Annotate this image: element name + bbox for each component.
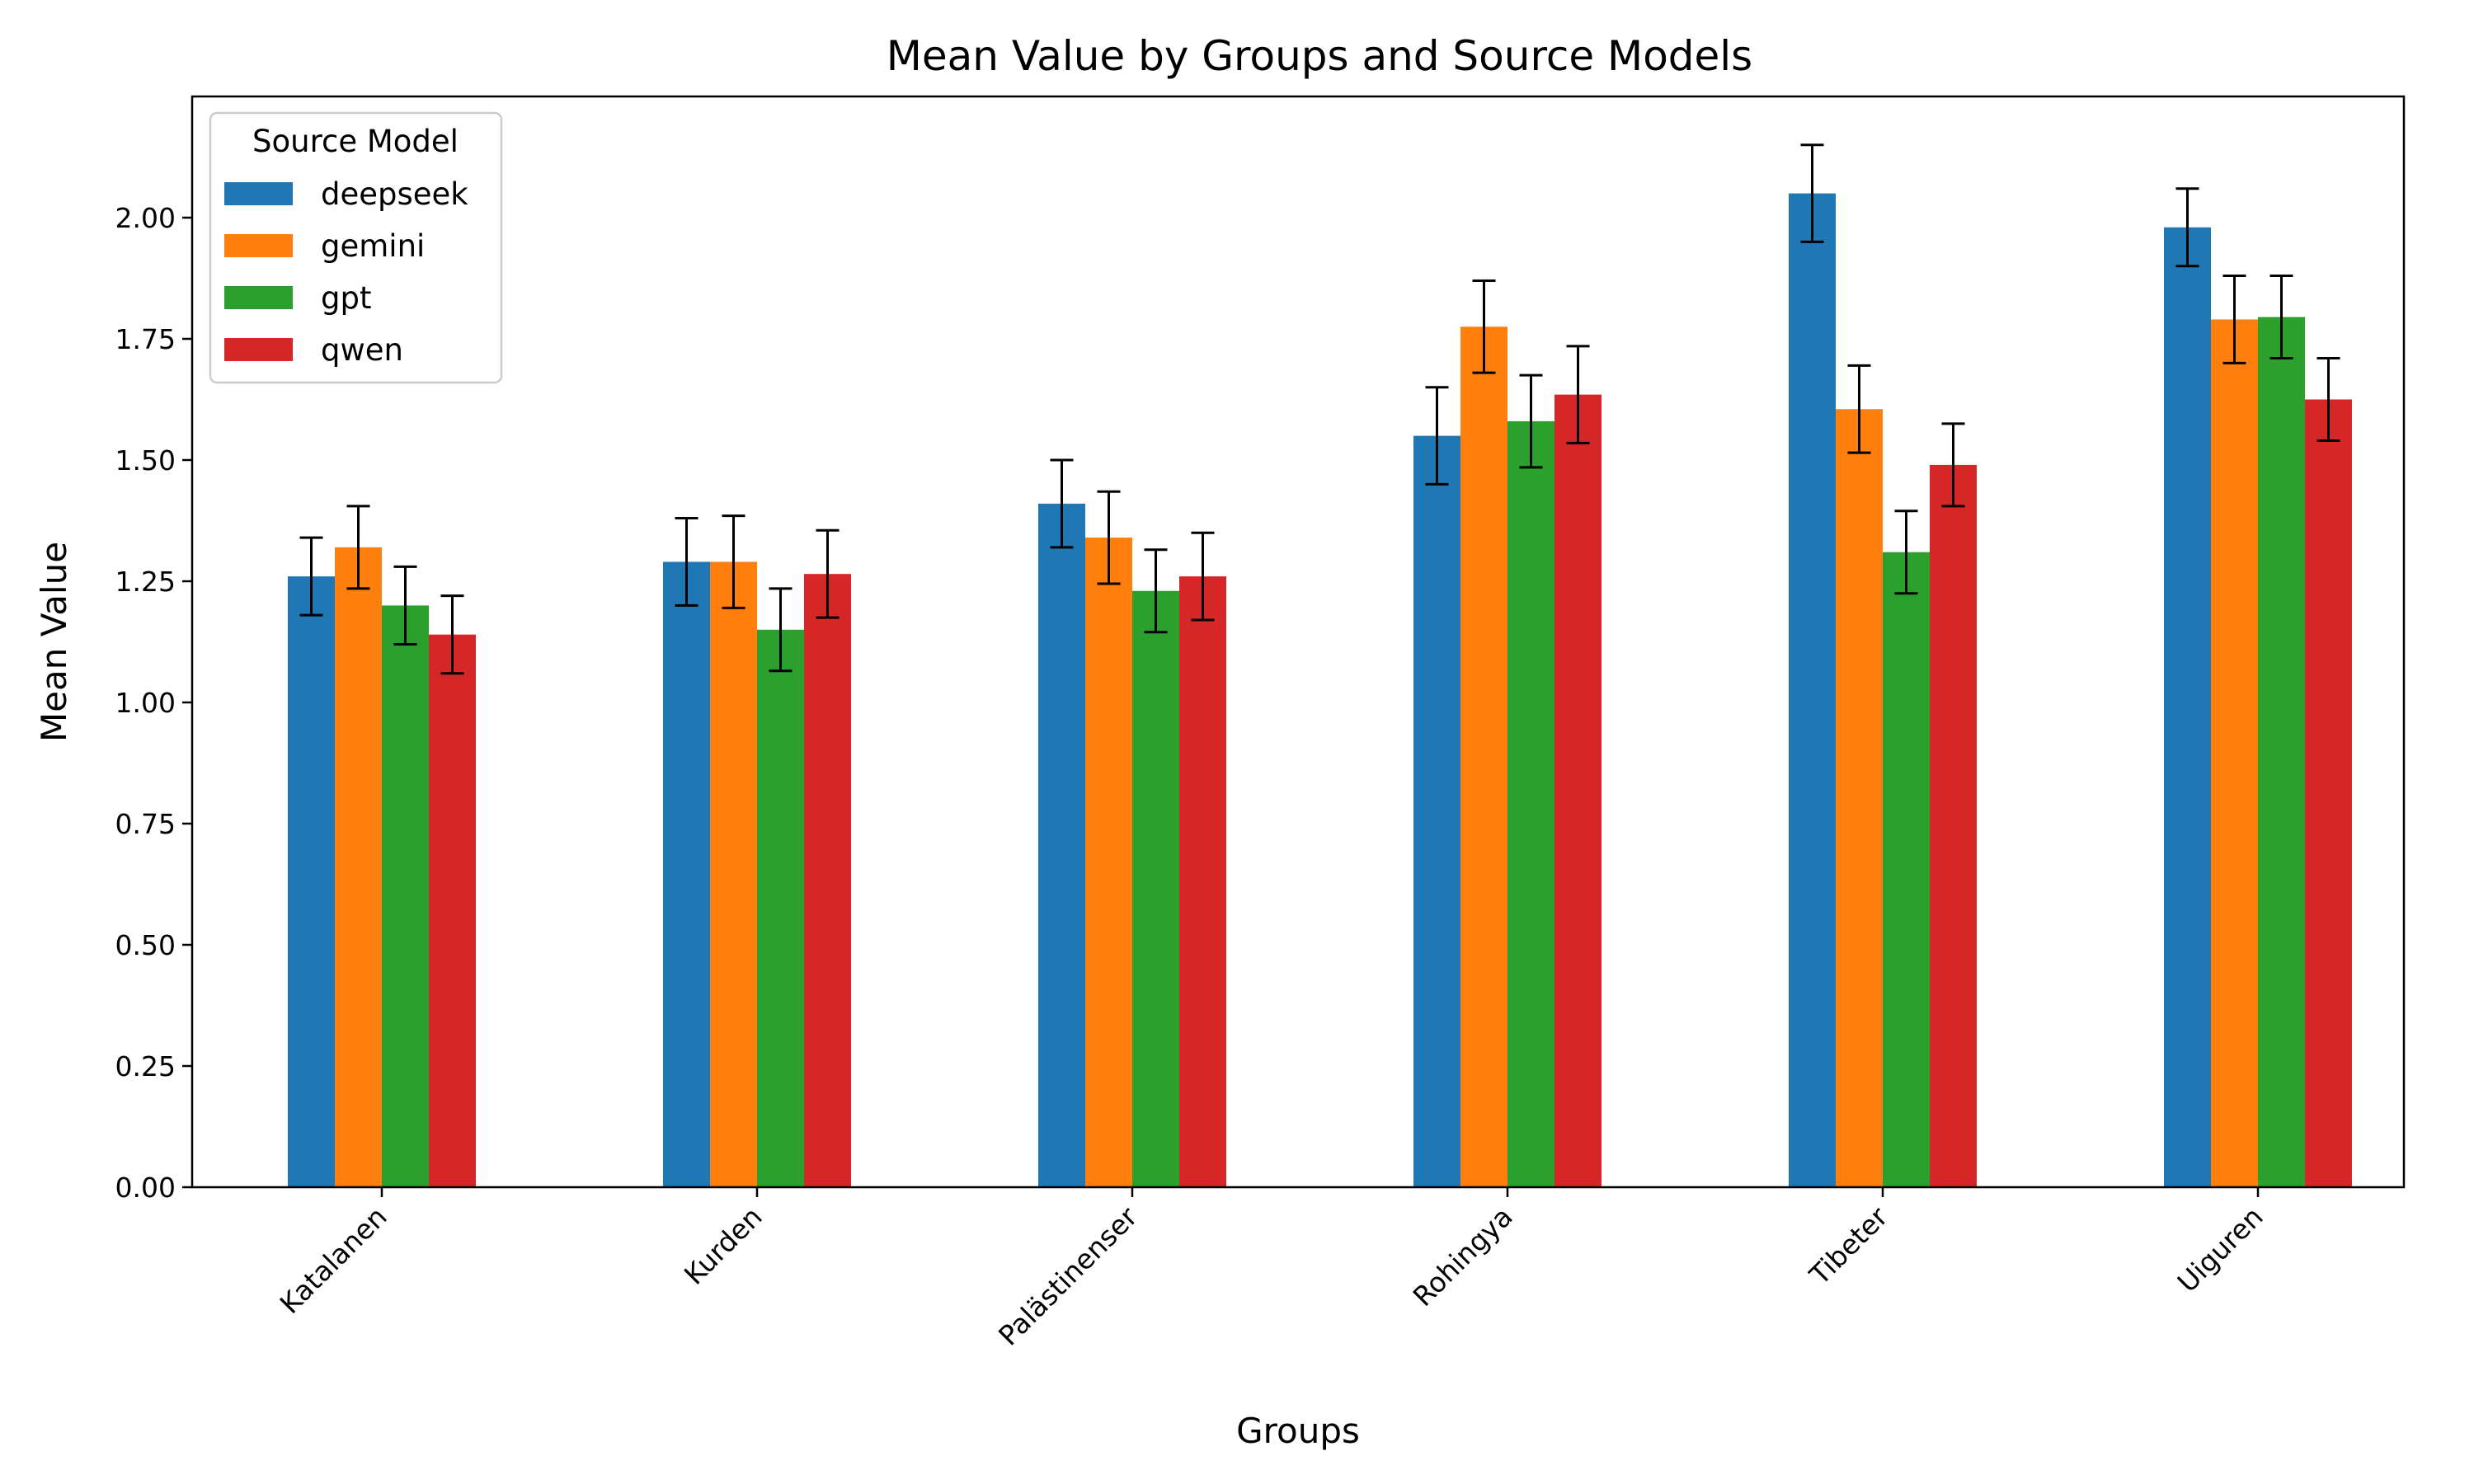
- y-tick-label: 1.75: [115, 323, 176, 355]
- bar-gemini-Katalanen: [335, 547, 382, 1187]
- error-bar: [1097, 490, 1121, 585]
- legend-label: gemini: [321, 228, 425, 264]
- bar-qwen-Palästinenser: [1179, 576, 1226, 1187]
- error-bar: [299, 536, 323, 617]
- bar-gpt-Katalanen: [382, 605, 429, 1187]
- y-tick-label: 1.00: [115, 687, 176, 719]
- legend-swatch: [224, 182, 293, 205]
- y-axis: 0.00 0.25 0.50 0.75 1.00 1.25 1.50 1.75 2.00: [115, 202, 192, 1204]
- bar-deepseek-Kurden: [663, 561, 710, 1187]
- legend-item-qwen: qwen: [224, 332, 403, 368]
- bar-gpt-Kurden: [757, 629, 804, 1187]
- x-axis-label: Groups: [1236, 1411, 1360, 1451]
- error-bar: [769, 587, 793, 673]
- error-bar: [393, 565, 417, 646]
- series-deepseek: [288, 143, 2211, 1188]
- legend-box: [209, 111, 503, 384]
- error-bar: [2175, 187, 2199, 268]
- error-bar: [1472, 279, 1496, 374]
- bar-gemini-Kurden: [710, 561, 757, 1187]
- error-bar: [1425, 386, 1449, 486]
- y-tick-label: 0.00: [115, 1172, 176, 1204]
- legend-item-deepseek: deepseek: [224, 176, 468, 212]
- error-bar: [1894, 510, 1918, 595]
- legend-item-gemini: gemini: [224, 228, 425, 264]
- plot-frame: [190, 95, 2406, 1189]
- y-tick-label: 0.75: [115, 808, 176, 840]
- bar-deepseek-Rohingya: [1413, 435, 1460, 1187]
- bar-deepseek-Palästinenser: [1038, 503, 1085, 1187]
- legend-swatch: [224, 286, 293, 309]
- error-bar: [346, 505, 370, 590]
- bar-gemini-Uiguren: [2211, 319, 2258, 1188]
- y-tick-label: 1.50: [115, 444, 176, 477]
- error-bar: [1566, 345, 1590, 444]
- error-bar: [2222, 275, 2246, 364]
- y-tick-label: 0.50: [115, 929, 176, 961]
- bar-gemini-Tibeter: [1836, 409, 1883, 1187]
- y-tick-label: 1.25: [115, 566, 176, 598]
- error-bar: [2269, 275, 2293, 360]
- error-bar: [675, 517, 698, 607]
- chart-title: Mean Value by Groups and Source Models: [887, 32, 1752, 80]
- error-bar: [1050, 458, 1074, 549]
- bar-deepseek-Uiguren: [2164, 227, 2211, 1187]
- legend-label: deepseek: [321, 176, 468, 212]
- bar-gpt-Rohingya: [1507, 420, 1554, 1188]
- error-bar: [816, 528, 840, 619]
- legend-label: qwen: [321, 332, 403, 368]
- error-bar: [1941, 422, 1965, 508]
- legend-swatch: [224, 234, 293, 257]
- error-bar: [1800, 143, 1824, 243]
- bar-gpt-Tibeter: [1883, 552, 1930, 1187]
- series-gpt: [382, 275, 2305, 1188]
- error-bar: [1144, 548, 1168, 634]
- y-tick-label: 0.25: [115, 1050, 176, 1082]
- bar-deepseek-Tibeter: [1789, 193, 1836, 1188]
- bar-gemini-Rohingya: [1460, 326, 1507, 1187]
- error-bar: [722, 514, 745, 609]
- error-bar: [2316, 357, 2340, 442]
- bar-qwen-Tibeter: [1930, 464, 1977, 1187]
- error-bar: [1847, 364, 1871, 454]
- legend-label: gpt: [321, 280, 371, 316]
- error-bar: [1191, 531, 1215, 622]
- bar-qwen-Uiguren: [2305, 399, 2352, 1187]
- legend-title: Source Model: [252, 124, 459, 159]
- bar-gpt-Palästinenser: [1132, 590, 1179, 1187]
- legend-swatch: [224, 338, 293, 361]
- plot-area: [288, 143, 2352, 1188]
- legend-item-gpt: gpt: [224, 280, 371, 316]
- bar-qwen-Kurden: [804, 574, 851, 1187]
- bar-gpt-Uiguren: [2258, 317, 2305, 1187]
- bar-qwen-Katalanen: [429, 634, 476, 1187]
- legend: Source Model deepseek gemini gpt qwen: [209, 111, 503, 384]
- bar-gemini-Palästinenser: [1085, 538, 1132, 1187]
- error-bar: [1519, 373, 1543, 469]
- error-bar: [440, 594, 464, 675]
- y-tick-label: 2.00: [115, 202, 176, 234]
- bar-deepseek-Katalanen: [288, 576, 335, 1187]
- y-axis-label: Mean Value: [34, 542, 74, 742]
- series-gemini: [335, 275, 2258, 1188]
- series-qwen: [429, 345, 2352, 1187]
- bar-qwen-Rohingya: [1554, 394, 1602, 1187]
